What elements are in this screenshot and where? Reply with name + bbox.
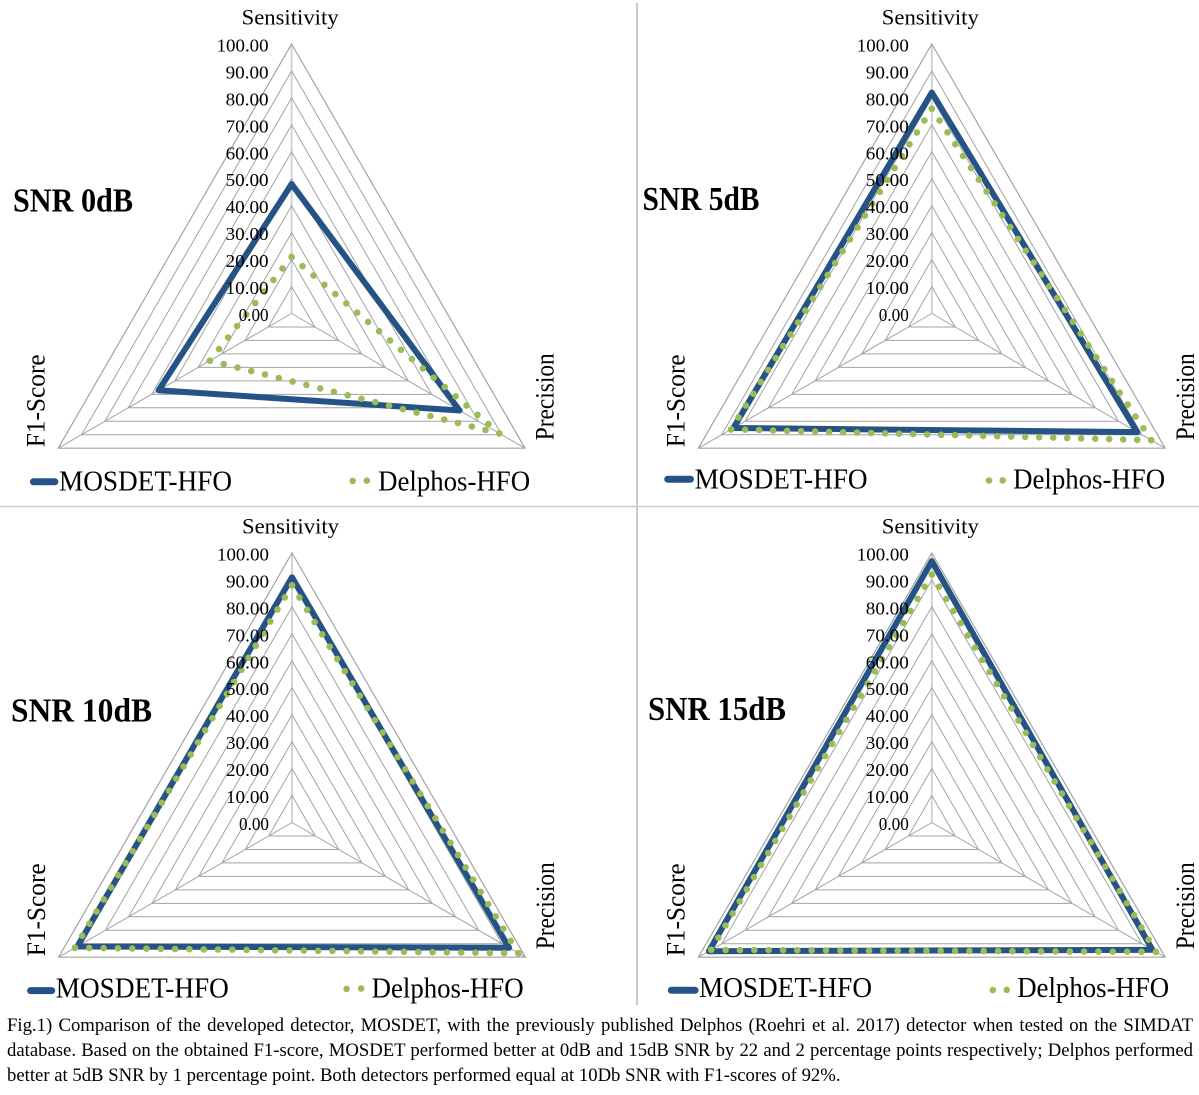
svg-text:20.00: 20.00 bbox=[866, 760, 909, 780]
svg-text:Precision: Precision bbox=[1171, 862, 1199, 949]
svg-text:Sensitivity: Sensitivity bbox=[882, 4, 979, 29]
svg-text:Precision: Precision bbox=[531, 862, 560, 949]
svg-text:Delphos-HFO: Delphos-HFO bbox=[1017, 973, 1169, 1004]
svg-text:10.00: 10.00 bbox=[866, 787, 909, 807]
svg-text:40.00: 40.00 bbox=[866, 706, 909, 726]
svg-text:10.00: 10.00 bbox=[226, 787, 269, 807]
svg-text:0.00: 0.00 bbox=[879, 814, 909, 834]
svg-text:MOSDET-HFO: MOSDET-HFO bbox=[699, 973, 872, 1004]
svg-text:90.00: 90.00 bbox=[866, 63, 909, 83]
svg-text:90.00: 90.00 bbox=[866, 572, 909, 592]
svg-text:100.00: 100.00 bbox=[217, 545, 269, 565]
svg-text:30.00: 30.00 bbox=[866, 224, 909, 244]
svg-text:Sensitivity: Sensitivity bbox=[242, 513, 339, 538]
svg-text:Precision: Precision bbox=[1171, 353, 1199, 440]
svg-text:30.00: 30.00 bbox=[226, 733, 269, 753]
svg-text:30.00: 30.00 bbox=[866, 733, 909, 753]
svg-text:10.00: 10.00 bbox=[866, 278, 909, 298]
svg-text:100.00: 100.00 bbox=[857, 545, 909, 565]
svg-text:40.00: 40.00 bbox=[226, 706, 269, 726]
svg-text:70.00: 70.00 bbox=[866, 116, 909, 136]
svg-text:50.00: 50.00 bbox=[866, 679, 909, 699]
svg-text:0.00: 0.00 bbox=[879, 305, 909, 325]
svg-text:F1-Score: F1-Score bbox=[22, 354, 51, 447]
svg-text:0.00: 0.00 bbox=[239, 814, 269, 834]
svg-text:90.00: 90.00 bbox=[226, 572, 269, 592]
svg-text:10.00: 10.00 bbox=[226, 278, 269, 298]
svg-text:80.00: 80.00 bbox=[226, 598, 269, 618]
svg-text:70.00: 70.00 bbox=[226, 625, 269, 645]
svg-text:40.00: 40.00 bbox=[866, 197, 909, 217]
svg-text:F1-Score: F1-Score bbox=[662, 354, 691, 447]
svg-text:MOSDET-HFO: MOSDET-HFO bbox=[695, 464, 868, 495]
svg-text:SNR 15dB: SNR 15dB bbox=[648, 691, 786, 728]
svg-text:50.00: 50.00 bbox=[866, 170, 909, 190]
svg-text:60.00: 60.00 bbox=[866, 652, 909, 672]
svg-text:50.00: 50.00 bbox=[226, 679, 269, 699]
svg-text:70.00: 70.00 bbox=[226, 116, 269, 136]
svg-text:Precision: Precision bbox=[531, 353, 560, 440]
svg-text:Delphos-HFO: Delphos-HFO bbox=[378, 466, 530, 497]
svg-text:SNR 10dB: SNR 10dB bbox=[11, 693, 152, 730]
svg-text:Delphos-HFO: Delphos-HFO bbox=[1013, 464, 1165, 495]
svg-text:F1-Score: F1-Score bbox=[662, 863, 691, 956]
svg-text:20.00: 20.00 bbox=[226, 760, 269, 780]
svg-text:40.00: 40.00 bbox=[226, 197, 269, 217]
svg-text:60.00: 60.00 bbox=[226, 143, 269, 163]
svg-text:SNR 0dB: SNR 0dB bbox=[13, 183, 133, 220]
svg-text:30.00: 30.00 bbox=[226, 224, 269, 244]
svg-text:SNR 5dB: SNR 5dB bbox=[643, 181, 760, 218]
svg-text:80.00: 80.00 bbox=[226, 89, 269, 109]
svg-text:MOSDET-HFO: MOSDET-HFO bbox=[56, 973, 229, 1004]
svg-text:100.00: 100.00 bbox=[217, 36, 269, 56]
svg-text:90.00: 90.00 bbox=[226, 63, 269, 83]
svg-text:80.00: 80.00 bbox=[866, 598, 909, 618]
svg-text:100.00: 100.00 bbox=[857, 36, 909, 56]
svg-text:Sensitivity: Sensitivity bbox=[882, 513, 979, 538]
svg-text:80.00: 80.00 bbox=[866, 89, 909, 109]
svg-text:Sensitivity: Sensitivity bbox=[242, 4, 339, 29]
svg-text:70.00: 70.00 bbox=[866, 625, 909, 645]
svg-text:MOSDET-HFO: MOSDET-HFO bbox=[59, 466, 232, 497]
svg-text:0.00: 0.00 bbox=[239, 305, 269, 325]
svg-text:20.00: 20.00 bbox=[226, 251, 269, 271]
svg-text:60.00: 60.00 bbox=[866, 143, 909, 163]
svg-text:F1-Score: F1-Score bbox=[22, 863, 51, 956]
svg-text:Delphos-HFO: Delphos-HFO bbox=[372, 973, 524, 1004]
svg-text:20.00: 20.00 bbox=[866, 251, 909, 271]
svg-text:60.00: 60.00 bbox=[226, 652, 269, 672]
svg-text:50.00: 50.00 bbox=[226, 170, 269, 190]
